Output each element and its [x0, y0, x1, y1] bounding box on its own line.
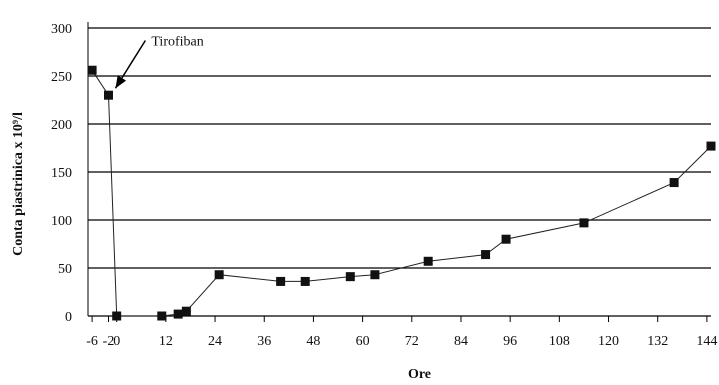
data-markers [87, 65, 716, 321]
y-tick-label: 100 [51, 214, 72, 229]
data-point-marker [345, 272, 355, 282]
data-point-marker [579, 218, 589, 228]
y-axis-title: Conta piastrinica x 10⁹/l [11, 112, 26, 256]
data-point-marker [300, 276, 310, 286]
x-tick-label: 108 [549, 334, 570, 349]
data-point-marker [706, 141, 716, 151]
y-tick-label: 250 [51, 70, 72, 85]
x-tick-label: 84 [454, 334, 468, 349]
x-tick-label: 96 [503, 334, 517, 349]
x-tick-label: 36 [257, 334, 271, 349]
x-tick-label: 0 [113, 334, 120, 349]
x-tick-label: 120 [598, 334, 619, 349]
series-line [91, 69, 712, 317]
grid-lines [88, 27, 711, 317]
x-tick-label: 132 [647, 334, 668, 349]
data-point-marker [112, 311, 122, 321]
annotation-arrow-head [115, 75, 127, 89]
x-tick-label: 12 [159, 334, 173, 349]
data-point-marker [214, 270, 224, 280]
y-tick-labels: 0 50 100 150 200 250 300 [51, 22, 72, 325]
data-point-marker [423, 256, 433, 266]
y-tick-label: 50 [58, 262, 72, 277]
x-axis-title: Ore [408, 367, 431, 382]
annotation-label: Tirofiban [151, 34, 203, 49]
data-point-marker [370, 270, 380, 280]
data-point-marker [103, 90, 113, 100]
data-point-marker [276, 276, 286, 286]
x-tick-label: -6 [86, 334, 98, 349]
data-point-marker [157, 311, 167, 321]
y-tick-label: 150 [51, 166, 72, 181]
y-tick-label: 0 [65, 310, 72, 325]
data-point-marker [173, 309, 183, 319]
x-tick-label: 72 [405, 334, 419, 349]
data-point-marker [669, 178, 679, 188]
data-point-marker [501, 234, 511, 244]
data-point-marker [481, 250, 491, 260]
x-tick-label: 60 [356, 334, 370, 349]
y-tick-label: 200 [51, 118, 72, 133]
x-tick-label: 48 [306, 334, 320, 349]
x-tick-labels: -6 -20 12 24 36 48 60 72 84 96 108 120 132 144 [86, 334, 717, 349]
annotation-tirofiban: Tirofiban [114, 34, 204, 89]
x-tick-label: 144 [696, 334, 717, 349]
data-point-marker [87, 65, 97, 75]
x-tick-label: -2 [103, 334, 115, 349]
x-axis-ticks [91, 316, 708, 322]
x-tick-label: 24 [208, 334, 222, 349]
data-point-marker [181, 306, 191, 316]
y-tick-label: 300 [51, 22, 72, 37]
